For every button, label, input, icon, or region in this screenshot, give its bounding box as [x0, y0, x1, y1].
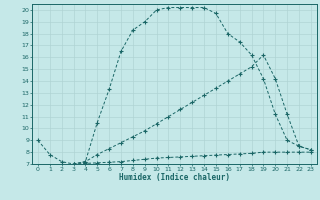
X-axis label: Humidex (Indice chaleur): Humidex (Indice chaleur) — [119, 173, 230, 182]
